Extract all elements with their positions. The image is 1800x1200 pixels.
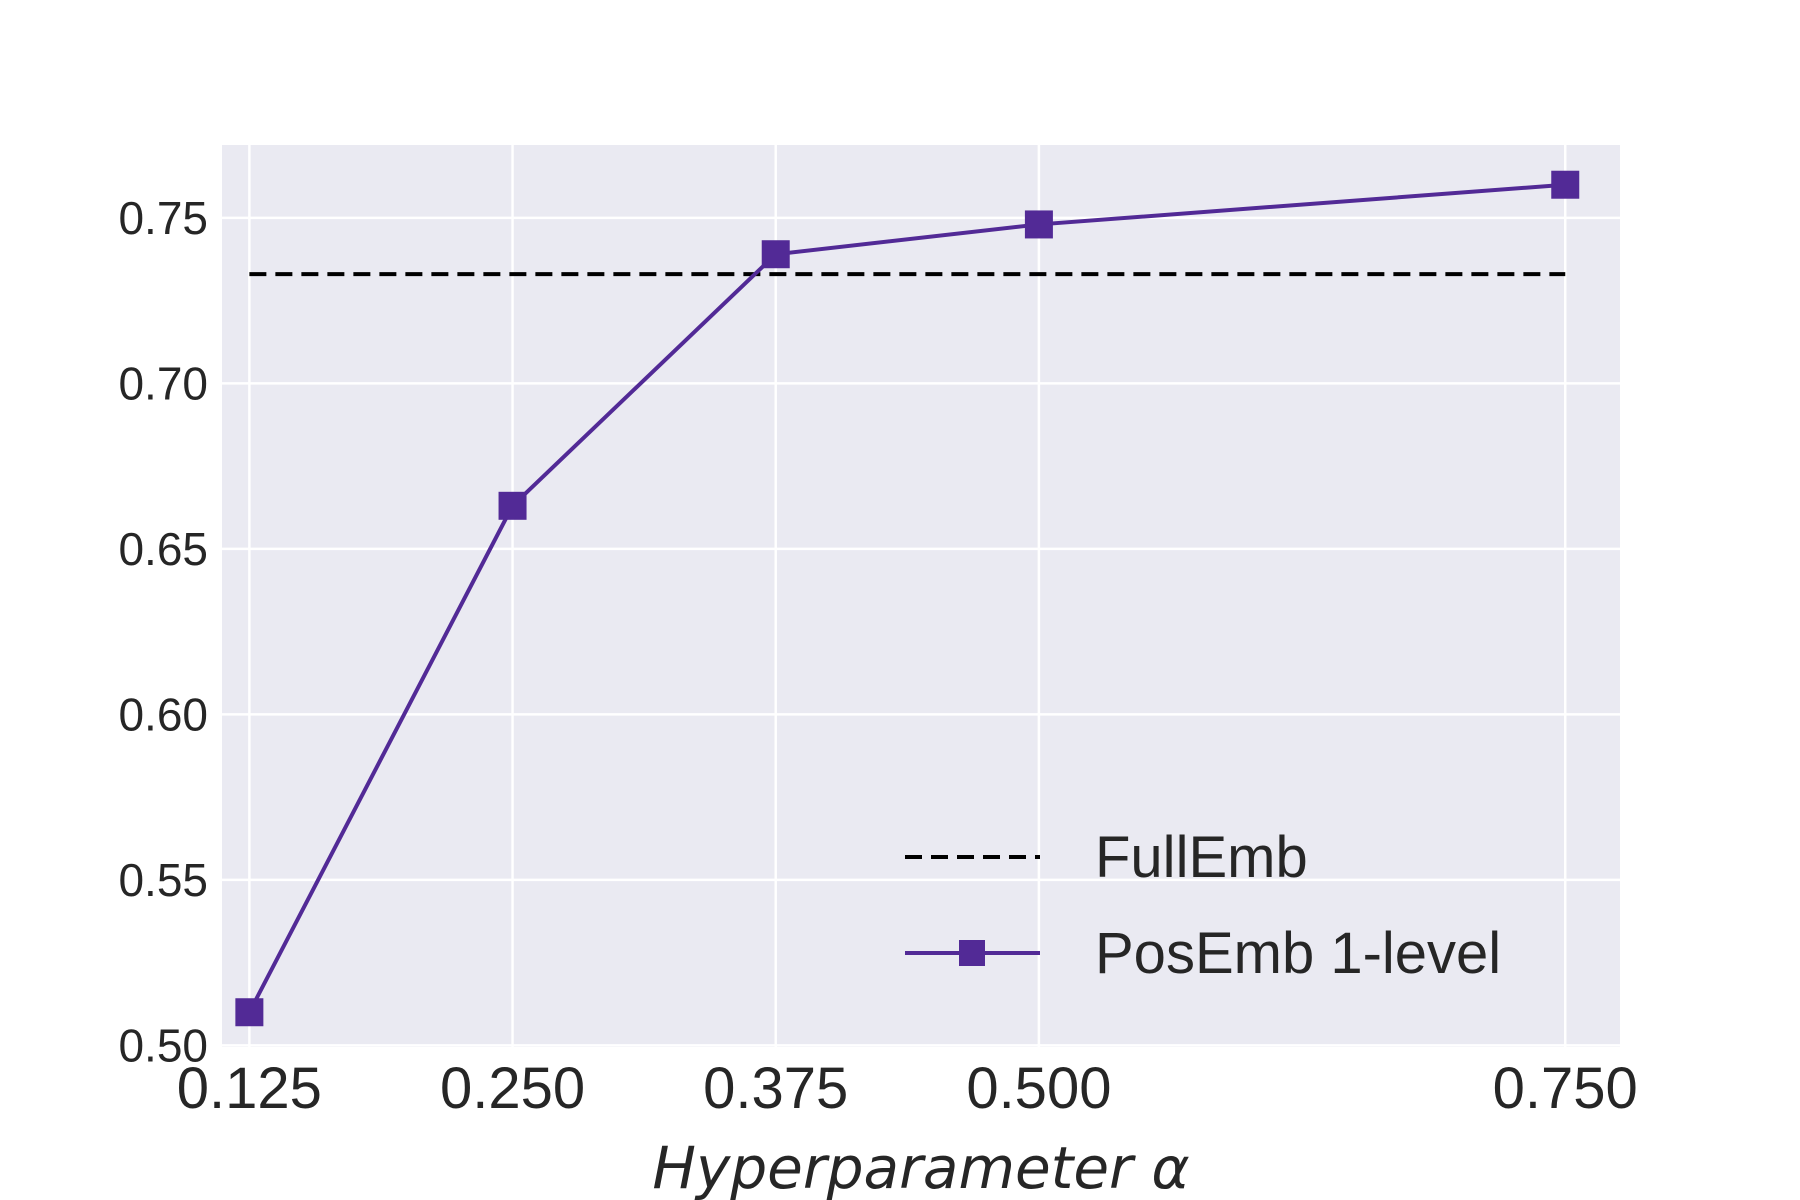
x-axis-ticks: 0.125 0.250 0.375 0.500 0.750 — [177, 1056, 1638, 1121]
x-tick-label: 0.250 — [440, 1056, 585, 1121]
y-tick-label: 0.55 — [118, 854, 208, 906]
legend-marker-posemb-1-level — [959, 940, 985, 966]
legend-label-posemb-1-level: PosEmb 1-level — [1095, 921, 1501, 986]
y-axis-ticks: 0.50 0.55 0.60 0.65 0.70 0.75 — [118, 192, 208, 1072]
series-layer — [235, 170, 1580, 1027]
x-tick-label: 0.750 — [1493, 1056, 1638, 1121]
x-tick-label: 0.500 — [966, 1056, 1111, 1121]
data-point-marker — [1024, 210, 1053, 239]
y-tick-label: 0.60 — [118, 688, 208, 740]
y-tick-label: 0.50 — [118, 1019, 208, 1071]
grid-lines — [222, 145, 1620, 1047]
legend: FullEmb PosEmb 1-level — [905, 825, 1501, 986]
data-point-marker — [1551, 170, 1580, 199]
y-tick-label: 0.70 — [118, 357, 208, 409]
x-tick-label: 0.125 — [177, 1056, 322, 1121]
data-point-marker — [235, 998, 264, 1027]
x-tick-label: 0.375 — [703, 1056, 848, 1121]
data-point-marker — [498, 491, 527, 520]
plot-area — [222, 145, 1620, 1047]
y-tick-label: 0.75 — [118, 192, 208, 244]
legend-label-fullemb: FullEmb — [1095, 825, 1308, 890]
x-axis-label: Hyperparameter α — [652, 1134, 1189, 1200]
data-point-marker — [761, 240, 790, 269]
y-tick-label: 0.65 — [118, 523, 208, 575]
